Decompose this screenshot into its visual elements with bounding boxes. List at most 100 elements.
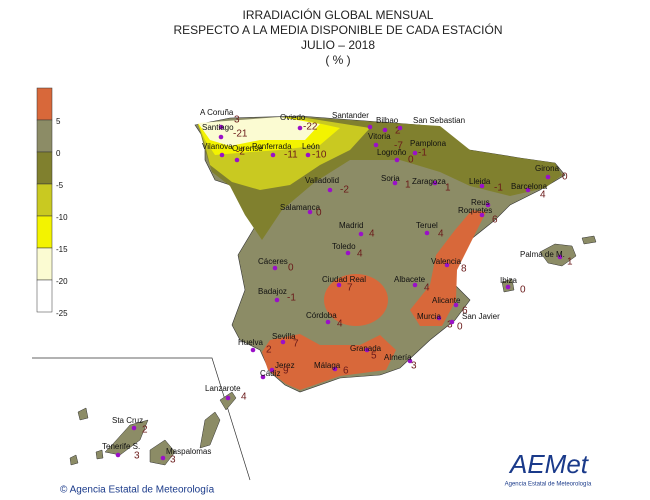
station-value: 0: [520, 285, 526, 296]
title-line: JULIO – 2018: [301, 38, 375, 52]
station-name: Santiago: [202, 123, 234, 132]
station-name: Soria: [381, 174, 400, 183]
station-dot: [449, 319, 455, 325]
station-name: Palma de M.: [520, 250, 565, 259]
legend: 5 0 -5 -10 -15 -20 -25: [36, 87, 68, 318]
station-name: San Javier: [462, 312, 500, 321]
station-dot: [436, 315, 442, 321]
island: [199, 411, 221, 449]
copyright: © Agencia Estatal de Meteorología: [60, 485, 215, 496]
stations: A Coruña3Santiago-21Vilanova-2OurensePon…: [102, 108, 573, 466]
station-name: Valladolid: [305, 176, 339, 185]
station-value: 2: [266, 345, 272, 356]
station-dot: [407, 358, 413, 364]
station-name: Girona: [535, 164, 560, 173]
station-value: 3: [447, 320, 453, 331]
legend-swatch: [36, 183, 53, 217]
station-name: Toledo: [332, 242, 356, 251]
island: [149, 439, 176, 466]
station-dot: [336, 282, 342, 288]
station-value: 1: [567, 257, 573, 268]
station-dot: [272, 265, 278, 271]
station-name: Ciudad Real: [322, 275, 366, 284]
station-name: Sta Cruz: [112, 416, 143, 425]
station-value: -21: [233, 129, 248, 140]
station-value: 6: [343, 366, 349, 377]
station-name: Ibiza: [500, 276, 517, 285]
station-value: 4: [337, 319, 343, 330]
station-dot: [358, 231, 364, 237]
station-name: Reus: [471, 198, 490, 207]
station-dot: [432, 180, 438, 186]
station-dot: [218, 124, 224, 130]
station-dot: [250, 347, 256, 353]
legend-swatch: [36, 151, 53, 185]
station-value: 4: [357, 249, 363, 260]
station-name: Valencia: [431, 257, 462, 266]
station-name: Huelva: [238, 338, 263, 347]
region: [262, 334, 396, 390]
station-dot: [297, 125, 303, 131]
station-dot: [325, 319, 331, 325]
station-value: -22: [303, 122, 318, 133]
legend-tick: -25: [56, 309, 68, 318]
station-dot: [479, 183, 485, 189]
station-value: 9: [283, 366, 289, 377]
station-name: Murcia: [417, 312, 442, 321]
island: [539, 243, 577, 267]
station-value: 1: [445, 183, 451, 194]
station-dot: [373, 142, 379, 148]
island: [104, 419, 149, 456]
island: [581, 235, 597, 245]
station-value: 3: [134, 451, 140, 462]
station-name: Jerez: [275, 361, 295, 370]
station-dot: [218, 134, 224, 140]
station-name: Alicante: [432, 296, 461, 305]
station-dot: [545, 174, 551, 180]
station-name: Maspalomas: [166, 447, 211, 456]
station-name: Cádiz: [260, 369, 280, 378]
station-dot: [412, 150, 418, 156]
station-dot: [274, 297, 280, 303]
station-value: 6: [462, 306, 468, 317]
station-name: Roquetes: [458, 206, 492, 215]
station-value: 4: [540, 190, 546, 201]
legend-swatch: [36, 215, 53, 249]
station-name: Málaga: [314, 361, 341, 370]
station-value: 4: [241, 392, 247, 403]
legend-swatch: [36, 279, 53, 313]
station-value: 0: [316, 208, 322, 219]
station-value: 3: [170, 455, 176, 466]
station-name: Tenerife S.: [102, 442, 140, 451]
station-value: 3: [411, 361, 417, 372]
station-value: 7: [347, 283, 353, 294]
station-name: Lleida: [469, 177, 491, 186]
station-dot: [305, 152, 311, 158]
station-name: Santander: [332, 111, 369, 120]
station-name: A Coruña: [200, 108, 234, 117]
station-dot: [131, 425, 137, 431]
station-dot: [394, 157, 400, 163]
station-value: 5: [371, 351, 377, 362]
station-dot: [364, 347, 370, 353]
station-name: Granada: [350, 344, 382, 353]
station-value: 0: [288, 263, 294, 274]
station-dot: [412, 282, 418, 288]
station-name: Madrid: [339, 221, 363, 230]
station-value: -11: [284, 150, 298, 161]
station-name: Ourense: [232, 144, 263, 153]
legend-tick: 5: [56, 117, 61, 126]
station-dot: [269, 367, 275, 373]
station-dot: [505, 284, 511, 290]
station-dot: [444, 262, 450, 268]
legend-tick: -15: [56, 245, 68, 254]
station-dot: [345, 250, 351, 256]
station-dot: [115, 452, 121, 458]
station-dot: [327, 187, 333, 193]
station-name: Bilbao: [376, 116, 399, 125]
title-line: RESPECTO A LA MEDIA DISPONIBLE DE CADA E…: [174, 22, 503, 37]
station-name: Ponferrada: [252, 142, 292, 151]
region: [410, 210, 486, 326]
station-name: Zaragoza: [412, 177, 446, 186]
